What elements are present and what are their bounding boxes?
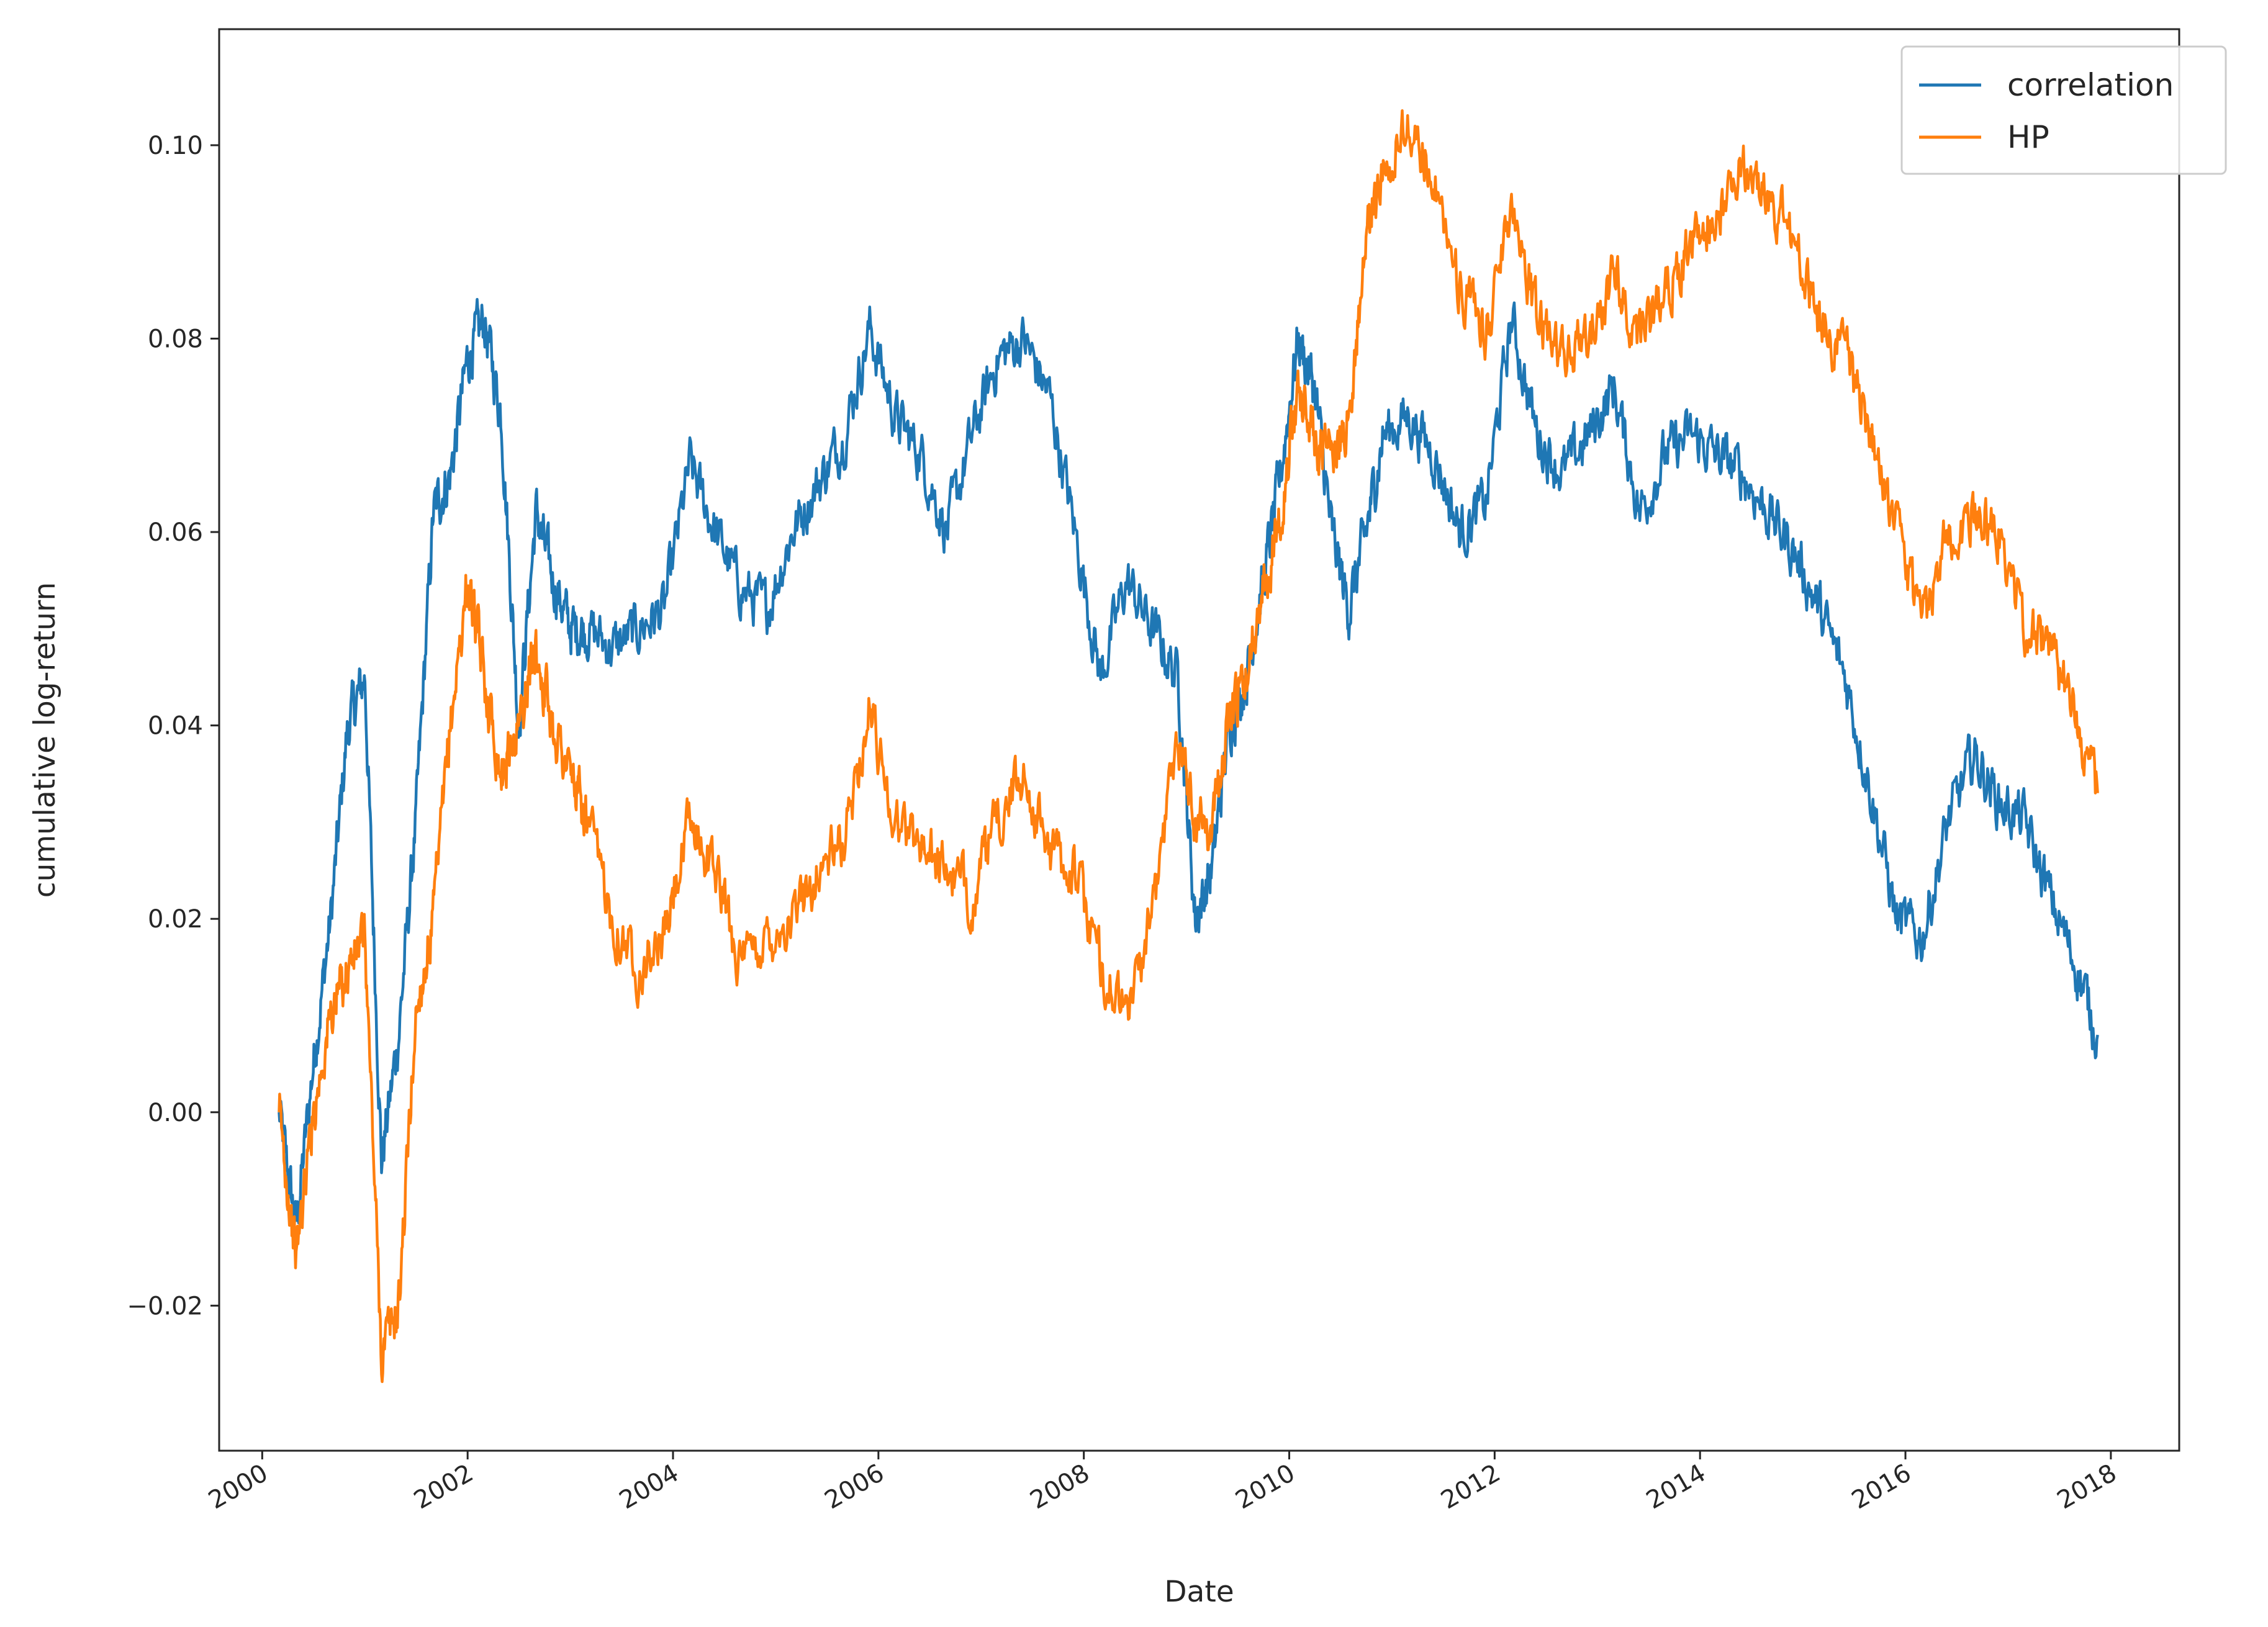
y-tick-label: 0.08 [148, 325, 203, 354]
y-tick-label: 0.00 [148, 1099, 203, 1127]
series-line-correlation [278, 297, 2099, 1229]
legend: correlation HP [1900, 45, 2227, 175]
series-layer [278, 109, 2099, 1384]
legend-label-correlation: correlation [2007, 67, 2174, 103]
y-tick-label: 0.06 [148, 518, 203, 547]
legend-box [1900, 45, 2227, 175]
series-line-hp [278, 109, 2099, 1384]
y-tick-label: 0.10 [148, 132, 203, 160]
axes-frame [218, 28, 2180, 1452]
legend-label-hp: HP [2007, 119, 2049, 155]
x-axis-label: Date [1164, 1575, 1234, 1609]
y-tick-label: −0.02 [127, 1292, 203, 1320]
y-tick-label: 0.02 [148, 905, 203, 934]
y-tick-label: 0.04 [148, 712, 203, 741]
y-axis-label: cumulative log-return [28, 582, 62, 898]
